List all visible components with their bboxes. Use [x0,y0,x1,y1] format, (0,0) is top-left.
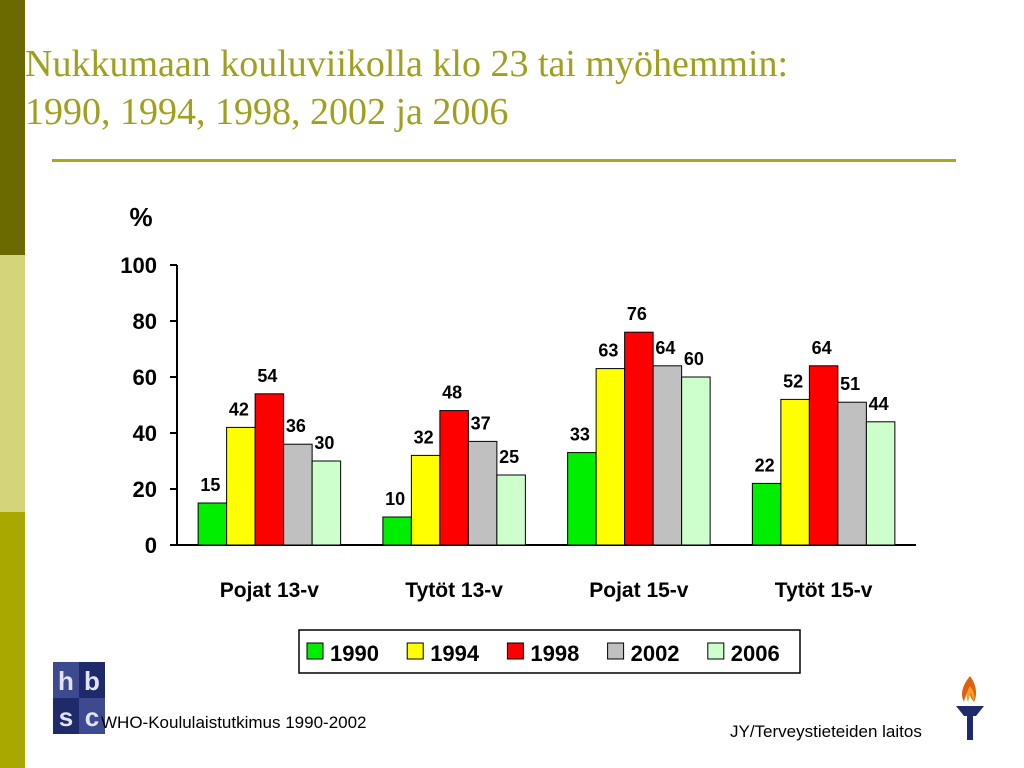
data-label: 36 [286,416,306,436]
data-label: 37 [471,413,491,433]
accent-strip-middle [0,255,25,512]
legend-label-2006: 2006 [731,641,780,666]
x-tick-label-tyt-t-15-v: Tytöt 15-v [775,579,873,602]
legend-swatch-2006 [707,642,725,660]
y-tick-label: 20 [133,477,157,502]
data-label: 15 [200,475,220,495]
legend-label-2002: 2002 [631,641,680,666]
x-tick-label-tyt-t-13-v: Tytöt 13-v [405,579,503,602]
data-label: 32 [414,427,434,447]
data-label: 22 [755,455,775,475]
data-label: 48 [442,383,462,403]
accent-strip-top [0,0,25,255]
logo-letter-b: b [84,666,100,696]
data-label: 33 [570,425,590,445]
y-axis-label: % [129,202,152,232]
legend-label-1994: 1994 [430,641,480,666]
data-label: 44 [869,394,889,414]
bar-tyt-t-15-v-1998 [808,365,839,546]
bar-tyt-t-15-v-1990 [751,482,782,546]
slide-title-line-2: 1990, 1994, 1998, 2002 ja 2006 [25,91,509,133]
data-label: 42 [229,399,249,419]
data-label: 60 [684,349,704,369]
source-note: WHO-Koululaistutkimus 1990-2002 [101,713,367,732]
y-tick-label: 100 [120,253,157,278]
bar-pojat-13-v-2002 [283,443,313,546]
logo-letter-s: s [59,702,73,732]
data-label: 30 [314,433,334,453]
legend-swatch-1990 [306,642,324,660]
bar-tyt-t-15-v-1994 [780,398,810,546]
slide-title: Nukkumaan kouluviikolla klo 23 tai myöhe… [25,40,985,136]
x-tick-label-pojat-13-v: Pojat 13-v [220,579,320,602]
data-label: 25 [499,447,519,467]
credit-note: JY/Terveystieteiden laitos [730,722,922,741]
legend-swatch-1994 [406,642,424,660]
data-label: 52 [783,371,803,391]
accent-strip-bottom [0,512,25,768]
y-tick-label: 60 [133,365,157,390]
logo-letter-h: h [58,666,74,696]
bar-tyt-t-15-v-2002 [837,401,867,546]
bar-pojat-13-v-1994 [226,426,256,546]
y-tick-label: 40 [133,421,157,446]
data-label: 63 [598,341,618,361]
title-divider [52,159,956,162]
data-label: 54 [257,366,277,386]
legend-label-1998: 1998 [530,641,579,666]
data-label: 76 [627,304,647,324]
bar-tyt-t-13-v-1990 [382,516,412,546]
bar-pojat-13-v-1990 [197,502,228,546]
y-tick-label: 80 [133,309,157,334]
y-tick-label: 0 [145,533,157,558]
hbsc-logo-icon: h b s c [53,662,105,734]
bar-pojat-13-v-1998 [254,393,285,546]
x-tick-label-pojat-15-v: Pojat 15-v [589,579,689,602]
logo-letter-c: c [85,702,99,732]
bar-tyt-t-13-v-1994 [410,454,441,546]
legend-swatch-1998 [506,642,524,660]
data-label: 64 [655,338,675,358]
bar-tyt-t-15-v-2006 [865,421,896,546]
legend-swatch-2002 [607,642,625,660]
slide-title-line-1: Nukkumaan kouluviikolla klo 23 tai myöhe… [25,43,789,85]
bar-tyt-t-13-v-2006 [496,474,526,546]
bar-pojat-15-v-1998 [624,331,654,546]
bar-pojat-13-v-2006 [311,460,342,546]
bar-pojat-15-v-1990 [567,452,597,546]
legend-label-1990: 1990 [330,641,379,666]
bar-pojat-15-v-2002 [652,365,683,546]
bar-pojat-15-v-1994 [595,368,626,546]
bar-pojat-15-v-2006 [681,376,711,546]
bar-tyt-t-13-v-2002 [467,440,498,546]
data-label: 64 [812,338,832,358]
torch-logo-icon [956,676,984,740]
data-label: 10 [385,489,405,509]
data-label: 51 [840,374,860,394]
bar-tyt-t-13-v-1998 [439,410,469,546]
